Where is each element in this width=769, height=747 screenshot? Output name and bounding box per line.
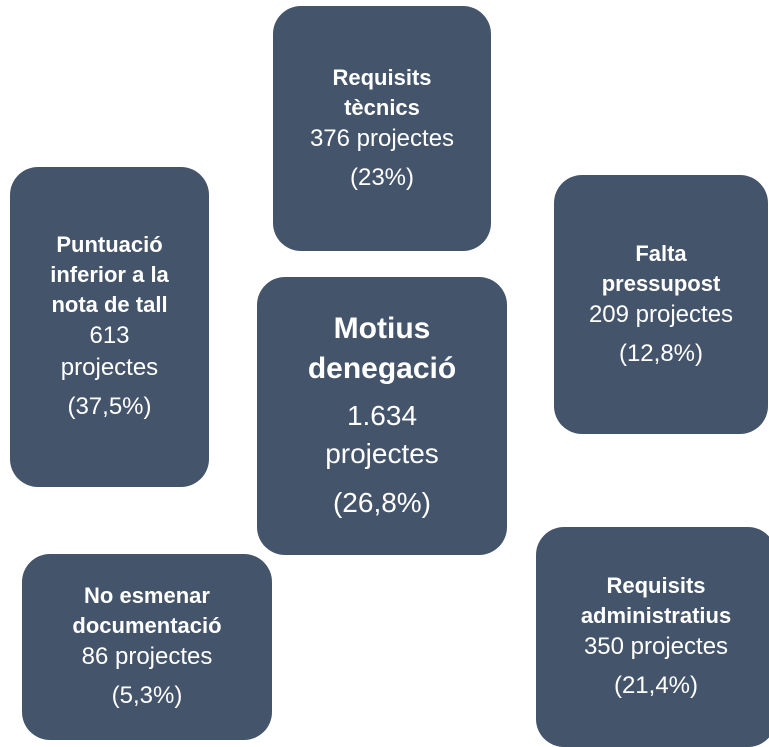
node-percent: (12,8%) bbox=[618, 339, 704, 367]
count-line: 86 projectes bbox=[81, 643, 213, 670]
node-count: 613 projectes bbox=[61, 320, 158, 384]
node-count: 209 projectes bbox=[589, 299, 733, 331]
title-line: Puntuació bbox=[56, 232, 163, 257]
node-count: 350 projectes bbox=[584, 631, 728, 663]
node-title: No esmenar documentació bbox=[72, 581, 221, 641]
node-box: Motius denegació 1.634 projectes (26,8%) bbox=[257, 277, 507, 555]
node-count: 376 projectes bbox=[310, 123, 454, 155]
node-title: Requisits administratius bbox=[581, 571, 731, 631]
node-count: 1.634 projectes bbox=[325, 397, 439, 473]
node-box: Falta pressupost 209 projectes (12,8%) bbox=[554, 175, 768, 434]
title-line: tècnics bbox=[344, 94, 420, 120]
count-line: 350 projectes bbox=[583, 633, 729, 660]
title-line: Requisits bbox=[606, 573, 706, 598]
title-line: Requisits bbox=[332, 64, 432, 90]
title-line: nota de tall bbox=[51, 292, 168, 317]
count-line: projectes bbox=[60, 354, 159, 381]
node-box: Requisits tècnics 376 projectes (23%) bbox=[273, 6, 491, 251]
count-line: 209 projectes bbox=[588, 300, 734, 328]
count-line: 613 bbox=[89, 322, 130, 349]
title-line: Falta bbox=[635, 240, 687, 266]
count-line: 376 projectes bbox=[309, 124, 455, 152]
node-count: 86 projectes bbox=[82, 641, 213, 673]
node-box: Puntuació inferior a la nota de tall 613 pro… bbox=[10, 167, 209, 487]
title-line: administratius bbox=[580, 603, 732, 628]
title-line: Motius bbox=[333, 312, 431, 345]
node-box: Requisits administratius 350 projectes (21,… bbox=[536, 527, 769, 747]
node-title: Motius denegació bbox=[308, 309, 456, 389]
node-percent: (37,5%) bbox=[67, 393, 152, 420]
count-line: projectes bbox=[325, 438, 439, 469]
count-line: 1.634 bbox=[346, 400, 418, 431]
node-title: Puntuació inferior a la nota de tall bbox=[50, 230, 169, 320]
node-percent: (23%) bbox=[349, 163, 415, 191]
node-percent: (5,3%) bbox=[111, 682, 183, 709]
title-line: inferior a la bbox=[50, 262, 169, 287]
node-title: Falta pressupost bbox=[602, 239, 721, 299]
node-box: No esmenar documentació 86 projectes (5,3%) bbox=[22, 554, 272, 740]
title-line: denegació bbox=[307, 352, 457, 385]
title-line: documentació bbox=[72, 613, 222, 638]
title-line: pressupost bbox=[601, 270, 721, 296]
title-line: No esmenar bbox=[84, 583, 210, 608]
node-percent: (21,4%) bbox=[613, 672, 699, 699]
node-percent: (26,8%) bbox=[332, 487, 432, 518]
node-title: Requisits tècnics bbox=[332, 63, 431, 123]
